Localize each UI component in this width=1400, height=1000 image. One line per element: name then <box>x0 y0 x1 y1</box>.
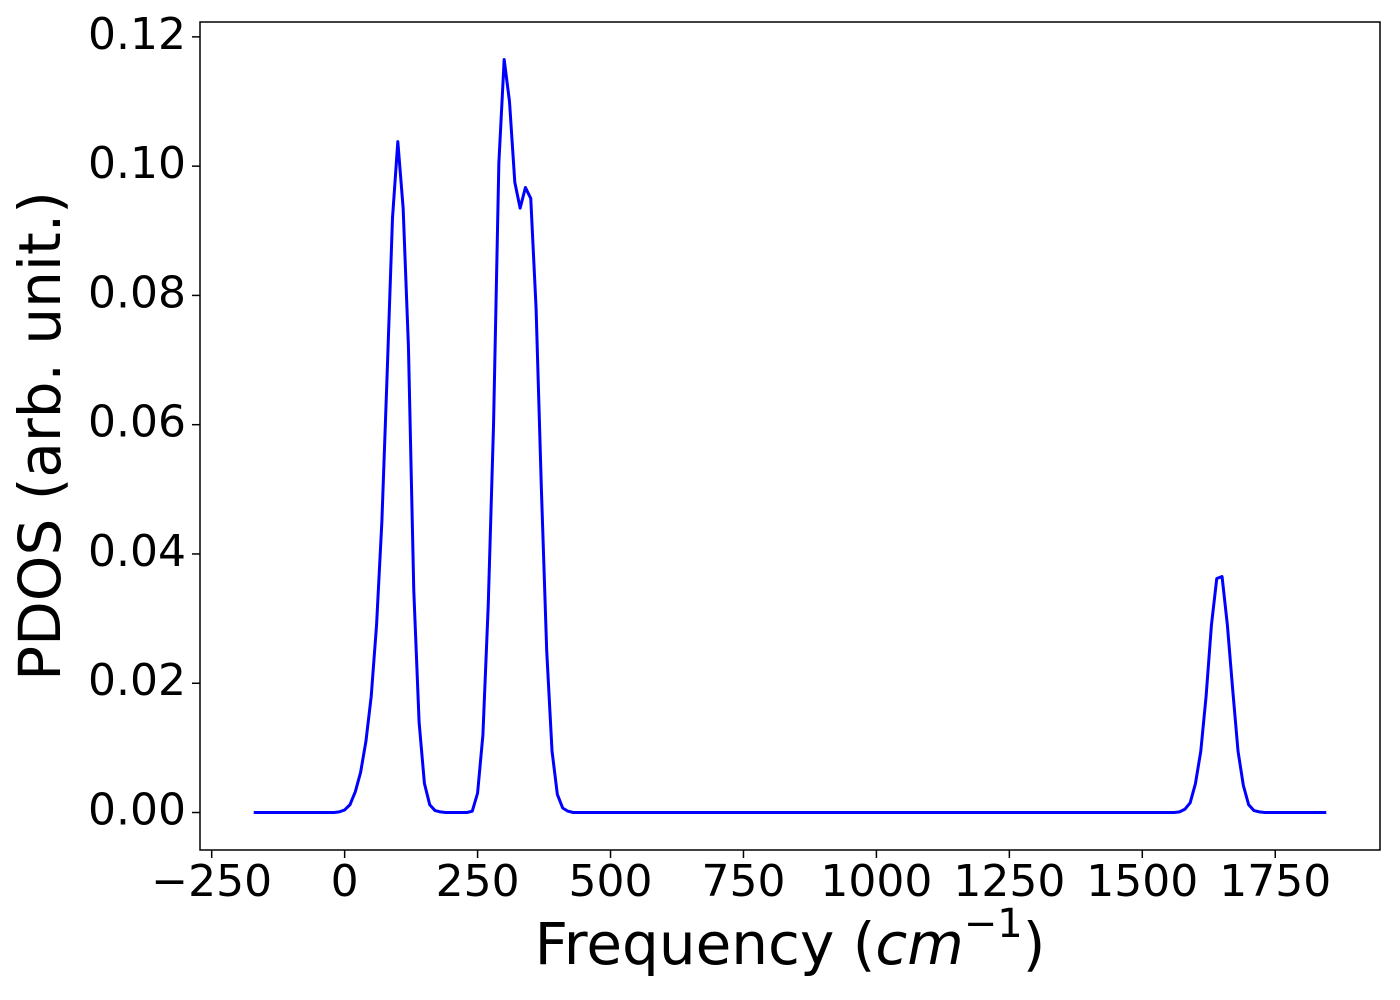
x-label-sup: −1 <box>964 901 1023 947</box>
x-tick-label: 1000 <box>820 856 932 907</box>
y-tick-label: 0.00 <box>88 785 186 836</box>
y-tick-label: 0.04 <box>88 526 186 577</box>
y-tick-label: 0.12 <box>88 9 186 60</box>
y-tick-label: 0.06 <box>88 397 186 448</box>
data-line <box>253 57 1327 815</box>
x-tick-label: 0 <box>331 856 359 907</box>
y-axis-label: PDOS (arb. unit.) <box>6 191 74 681</box>
y-tick-label: 0.10 <box>88 138 186 189</box>
x-axis-label: Frequency (cm−1) <box>535 901 1046 978</box>
x-tick-label: 250 <box>436 856 520 907</box>
x-tick-label: 750 <box>701 856 785 907</box>
x-tick-label: 1500 <box>1086 856 1198 907</box>
x-label-close: ) <box>1023 910 1046 978</box>
x-tick-label: 1750 <box>1219 856 1331 907</box>
plot-frame <box>199 21 1381 851</box>
x-label-math: cm <box>875 910 963 978</box>
x-tick-label: 500 <box>569 856 653 907</box>
y-tick-label: 0.08 <box>88 267 186 318</box>
x-tick-label: −250 <box>151 856 272 907</box>
y-tick-label: 0.02 <box>88 655 186 706</box>
x-tick-label: 1250 <box>953 856 1065 907</box>
x-label-text: Frequency ( <box>535 910 876 978</box>
